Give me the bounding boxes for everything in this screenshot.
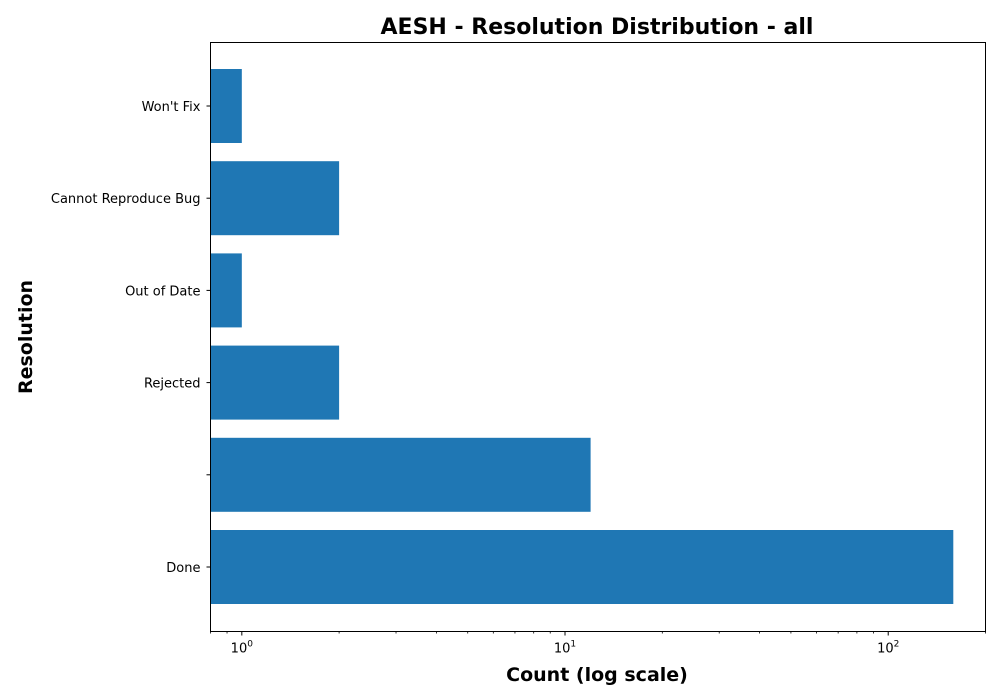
x-tick-label-2: 102 [877, 640, 899, 657]
x-axis-label: Count (log scale) [506, 664, 688, 686]
x-tick-label-0: 100 [231, 640, 254, 657]
y-tick-label-3: Out of Date [125, 284, 200, 299]
x-ticks-layer: 100 101 102 [210, 631, 986, 657]
chart-title: AESH - Resolution Distribution - all [381, 15, 814, 40]
bar-0 [210, 530, 954, 604]
y-ticks-layer: Done Rejected Out of Date Cannot Reproduce … [51, 100, 211, 576]
bar-1 [210, 437, 591, 512]
y-tick-label-2: Rejected [144, 377, 201, 392]
y-tick-label-5: Won't Fix [142, 100, 201, 115]
bar-5 [210, 69, 242, 143]
y-axis-label: Resolution [15, 280, 37, 394]
bars-layer [210, 69, 954, 604]
y-tick-label-4: Cannot Reproduce Bug [51, 192, 201, 207]
x-tick-label-1: 101 [554, 640, 576, 657]
bar-4 [210, 161, 340, 236]
bar-3 [210, 253, 242, 328]
bar-2 [210, 345, 340, 420]
plot-frame [210, 42, 986, 632]
y-tick-label-0: Done [166, 561, 200, 576]
